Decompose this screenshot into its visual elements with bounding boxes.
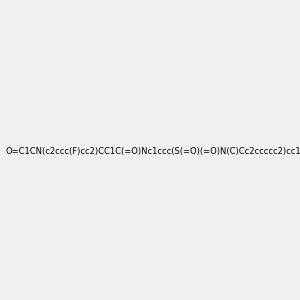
Text: O=C1CN(c2ccc(F)cc2)CC1C(=O)Nc1ccc(S(=O)(=O)N(C)Cc2ccccc2)cc1: O=C1CN(c2ccc(F)cc2)CC1C(=O)Nc1ccc(S(=O)(… <box>6 147 300 156</box>
